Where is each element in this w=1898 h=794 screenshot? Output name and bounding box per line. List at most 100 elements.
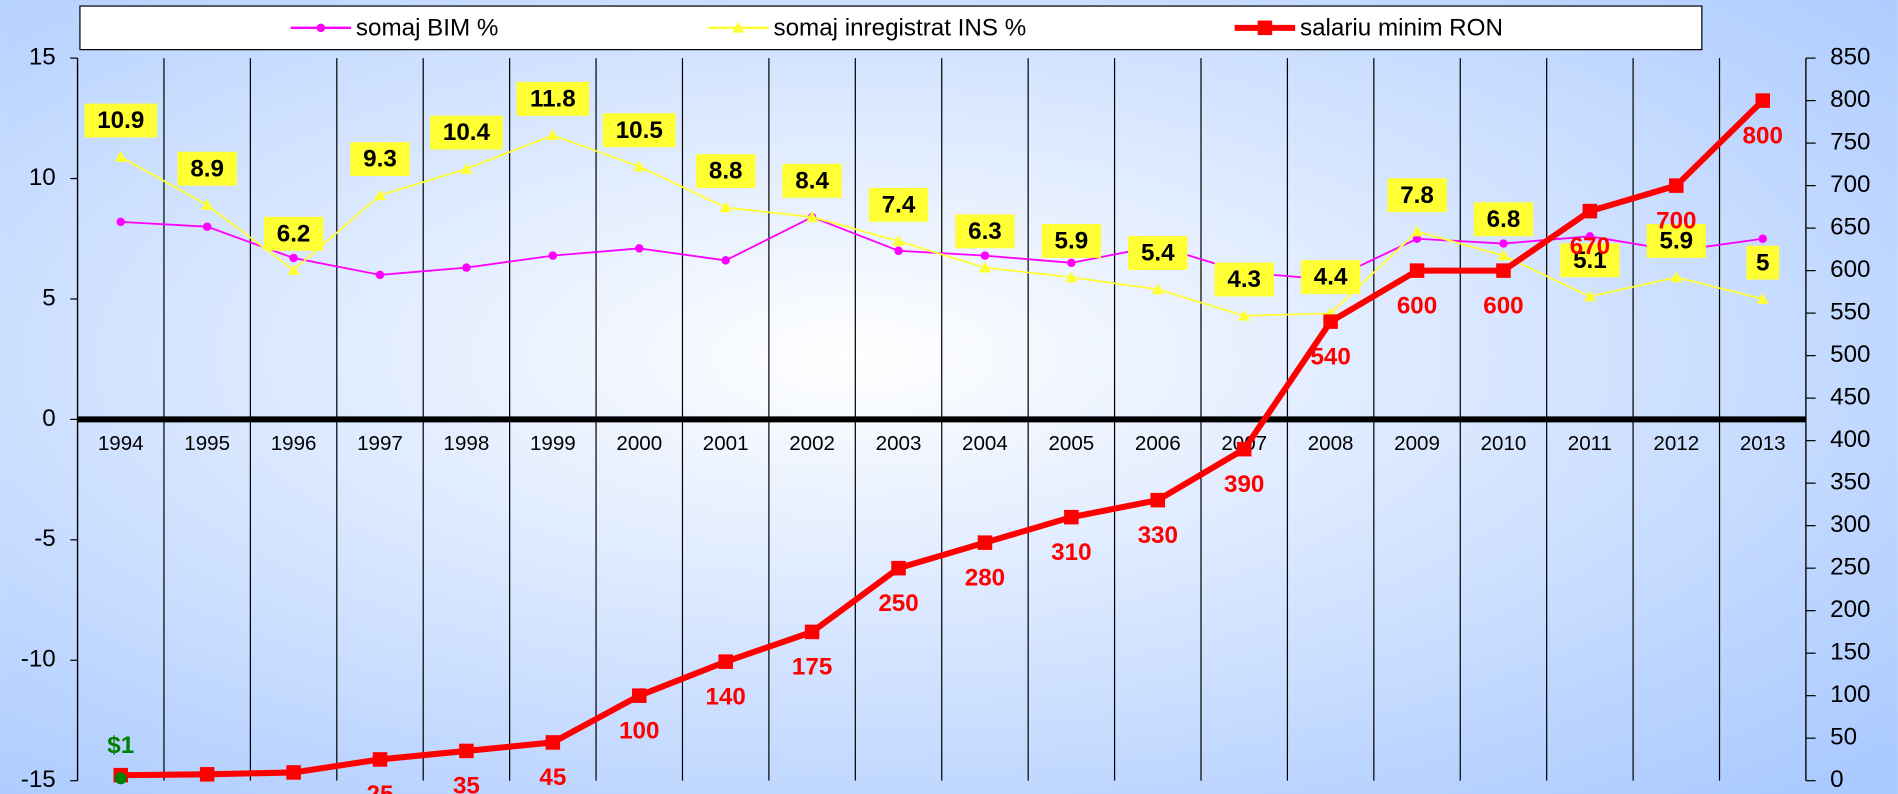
legend-label: somaj BIM % [356, 14, 498, 41]
y2-tick-label: 100 [1830, 681, 1870, 708]
point [201, 198, 214, 210]
point [202, 222, 212, 231]
data-label-box [1300, 260, 1361, 295]
legend-marker [316, 23, 326, 33]
data-label: 175 [792, 654, 832, 681]
point [546, 129, 559, 141]
y2-tick-label: 500 [1830, 341, 1870, 368]
y2-tick-label: 300 [1830, 511, 1870, 538]
y2-tick-label: 450 [1830, 384, 1870, 411]
y2-tick-label: 800 [1830, 86, 1870, 113]
data-label: 8.9 [190, 155, 224, 182]
x-tick-label: 2002 [789, 432, 835, 455]
x-tick-label: 2003 [876, 432, 922, 455]
point [1150, 492, 1166, 508]
y2-tick-label: 350 [1830, 469, 1870, 496]
point [375, 270, 385, 280]
point [1238, 309, 1251, 321]
x-tick-label: 1997 [357, 432, 403, 455]
y-tick-label: 15 [29, 43, 56, 70]
point [462, 263, 471, 272]
data-label: 250 [878, 590, 918, 617]
data-label: 6.2 [277, 220, 311, 247]
x-tick-label: 1995 [184, 432, 230, 455]
x-tick-label: 1994 [98, 432, 144, 455]
point [1585, 232, 1595, 241]
annotation-point [114, 772, 127, 785]
point [372, 752, 388, 767]
x-tick-label: 2011 [1568, 432, 1612, 455]
point [1670, 271, 1683, 283]
point [635, 244, 644, 253]
data-label: 310 [1051, 539, 1091, 566]
y2-tick-label: 400 [1830, 426, 1870, 453]
data-label: 4.4 [1314, 264, 1348, 291]
y-tick-label: 0 [42, 405, 55, 432]
point [1323, 314, 1338, 329]
y2-tick-label: 0 [1830, 766, 1843, 793]
data-label: 10.9 [97, 107, 144, 134]
x-tick-label: 1999 [530, 432, 576, 455]
data-label-box [516, 81, 590, 116]
y2-tick-label: 750 [1830, 128, 1870, 155]
point [199, 767, 215, 782]
data-label-box [350, 142, 410, 177]
point [1151, 283, 1164, 295]
point [633, 160, 646, 172]
data-label: 670 [1570, 233, 1610, 260]
x-tick-label: 1998 [444, 432, 490, 455]
x-tick-label: 2008 [1308, 432, 1354, 455]
data-label-box [1041, 224, 1102, 258]
point [1409, 263, 1425, 278]
point [1582, 203, 1598, 219]
data-label: 4.3 [1227, 266, 1261, 293]
point [980, 251, 990, 260]
y2-tick-label: 700 [1830, 171, 1870, 198]
data-label: 280 [965, 564, 1005, 591]
point [894, 246, 903, 256]
data-label-box [1746, 245, 1780, 280]
data-label-box [177, 151, 237, 186]
data-label: 7.4 [882, 191, 916, 218]
point [1410, 225, 1424, 237]
point [1497, 249, 1510, 261]
x-tick-label: 2004 [962, 432, 1008, 455]
point [545, 735, 561, 750]
data-label: 600 [1397, 292, 1437, 319]
data-label: 600 [1483, 292, 1523, 319]
point [114, 150, 127, 162]
y2-tick-label: 650 [1830, 214, 1870, 241]
data-label: 5.9 [1659, 228, 1693, 255]
data-label: 540 [1310, 343, 1350, 370]
point [721, 256, 730, 265]
point [1067, 258, 1076, 268]
y-tick-label: 10 [29, 164, 56, 191]
point [548, 251, 558, 260]
data-label: 10.5 [616, 117, 663, 144]
point [286, 765, 301, 780]
point [891, 560, 906, 576]
y2-tick-label: 50 [1830, 724, 1857, 751]
point [289, 253, 298, 263]
y2-tick-label: 200 [1830, 596, 1870, 623]
data-label-box [955, 214, 1015, 249]
data-label: 45 [539, 764, 566, 791]
point [1756, 292, 1769, 304]
y2-tick-label: 150 [1830, 639, 1870, 666]
y2-tick-label: 550 [1830, 299, 1870, 326]
x-tick-label: 2010 [1481, 432, 1527, 455]
data-label-box [868, 187, 929, 222]
data-label: 140 [706, 683, 746, 710]
data-label: 100 [619, 717, 659, 744]
data-label: 10.4 [443, 119, 491, 146]
data-label: 390 [1224, 471, 1264, 498]
x-tick-label: 2001 [703, 432, 749, 455]
x-tick-label: 2000 [616, 432, 662, 455]
data-label-box [1560, 243, 1620, 278]
data-label-box [1387, 178, 1447, 213]
point [1755, 93, 1770, 108]
point [1065, 271, 1078, 283]
data-label: 5.1 [1573, 247, 1607, 274]
point [1496, 263, 1511, 278]
